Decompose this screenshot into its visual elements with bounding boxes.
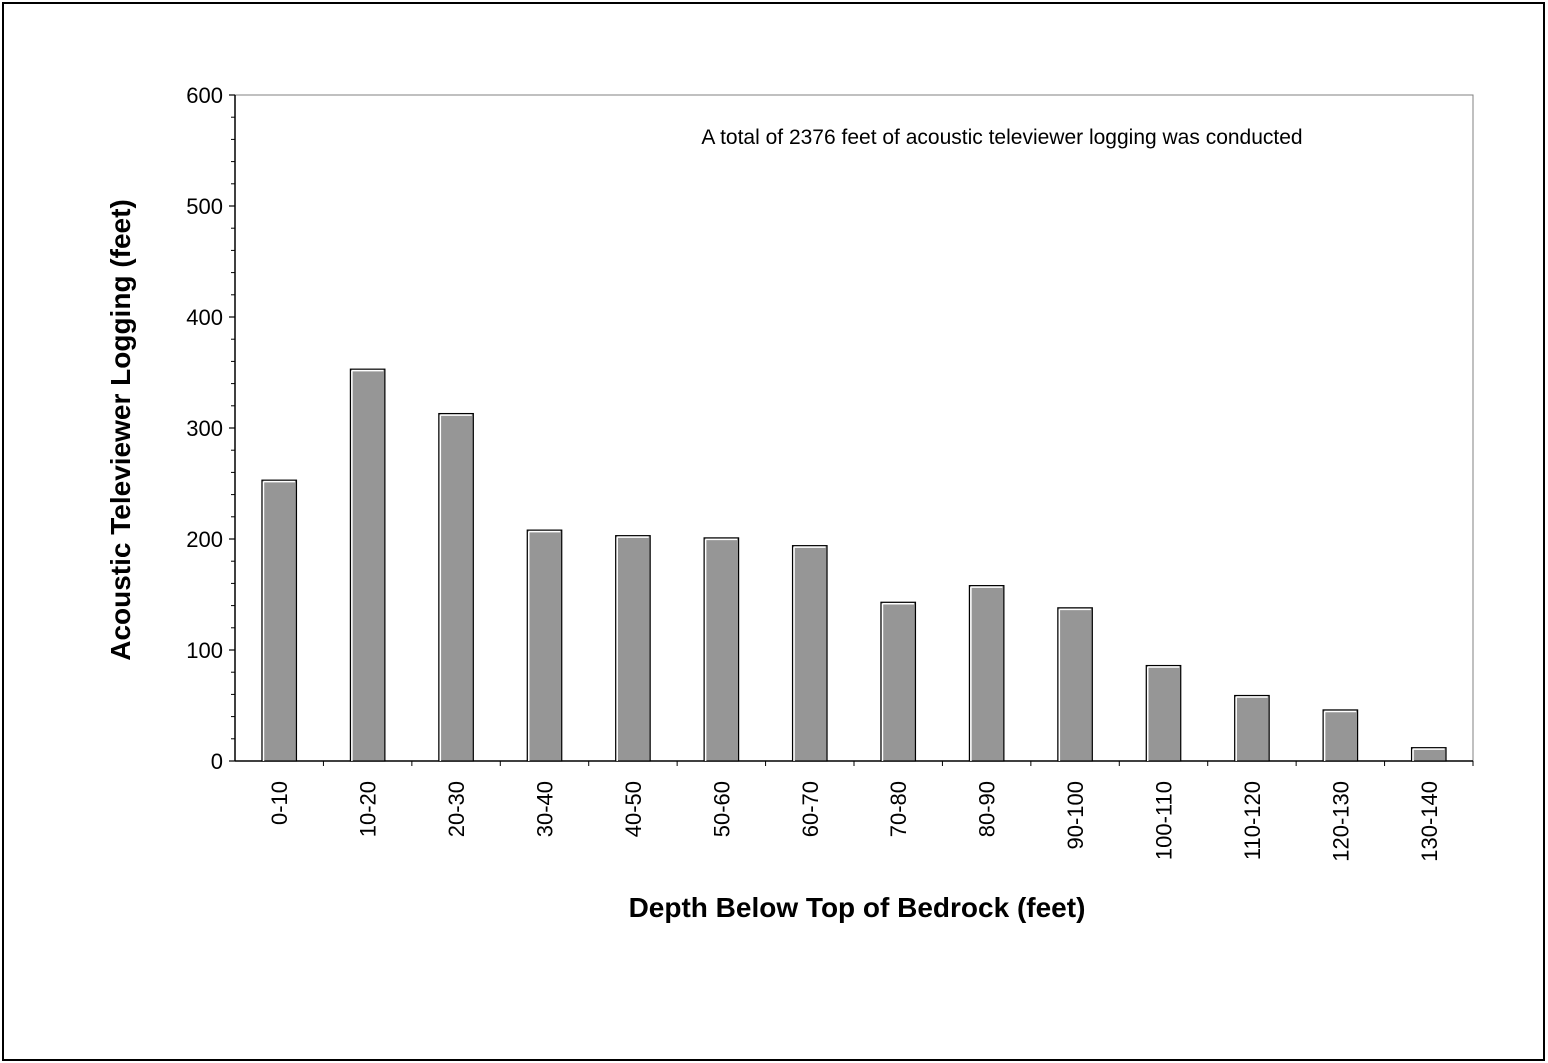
x-tick-label: 130-140 [1417, 781, 1442, 862]
bar [261, 479, 298, 762]
x-tick-label: 20-30 [444, 781, 469, 837]
x-tick-label: 70-80 [886, 781, 911, 837]
bar [880, 601, 917, 762]
bar [526, 529, 563, 762]
x-tick-label: 0-10 [267, 781, 292, 825]
bar [1322, 709, 1359, 762]
y-axis-title: Acoustic Televiewer Logging (feet) [105, 199, 136, 661]
x-tick-label: 110-120 [1240, 781, 1265, 860]
bar [1145, 664, 1182, 762]
x-axis-tick-labels: 0-10 10-20 20-30 30-40 40-50 50-60 60-70 70-80 8… [267, 761, 1474, 862]
y-tick-label: 400 [186, 305, 223, 330]
bar [438, 412, 474, 762]
x-tick-label: 10-20 [356, 781, 381, 837]
bar [791, 545, 828, 762]
bar [703, 537, 740, 762]
bar [615, 535, 651, 762]
y-tick-label: 0 [211, 749, 223, 774]
bars [261, 368, 1447, 762]
x-tick-label: 50-60 [709, 781, 734, 837]
y-tick-label: 300 [186, 416, 223, 441]
bar [1410, 747, 1447, 762]
x-tick-label: 120-130 [1328, 781, 1353, 862]
x-tick-label: 30-40 [533, 781, 558, 837]
bar [1234, 694, 1270, 762]
x-tick-label: 60-70 [798, 781, 823, 837]
bar [968, 585, 1005, 762]
bar [1057, 607, 1093, 762]
x-tick-label: 80-90 [975, 781, 1000, 837]
y-axis-ticks: 0 100 200 300 400 500 600 [186, 83, 235, 774]
x-axis-title: Depth Below Top of Bedrock (feet) [629, 892, 1086, 923]
y-tick-label: 200 [186, 527, 223, 552]
y-tick-label: 600 [186, 83, 223, 108]
bar [349, 368, 386, 762]
chart-annotation: A total of 2376 feet of acoustic televie… [701, 126, 1302, 149]
x-tick-label: 90-100 [1063, 781, 1088, 850]
x-tick-label: 100-110 [1152, 781, 1177, 860]
y-tick-label: 100 [186, 638, 223, 663]
x-tick-label: 40-50 [621, 781, 646, 837]
y-tick-label: 500 [186, 194, 223, 219]
